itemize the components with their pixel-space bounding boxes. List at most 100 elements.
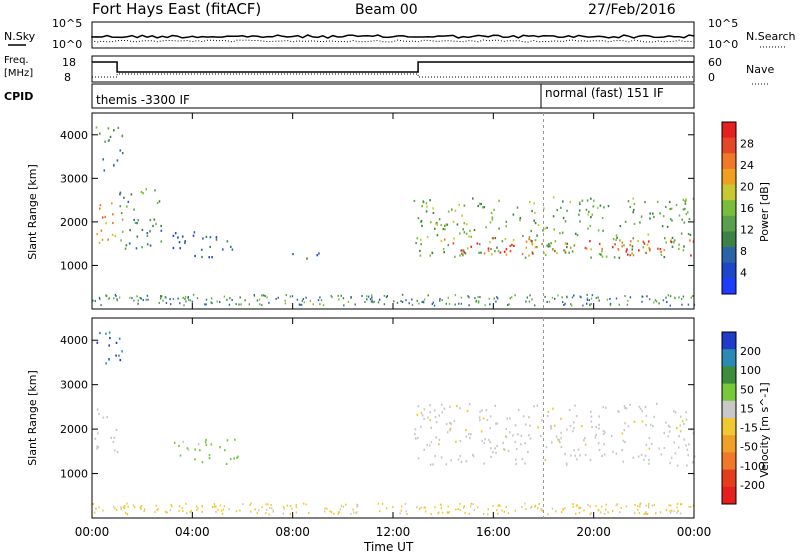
colorbar-segment (722, 262, 736, 279)
data-cell (640, 215, 643, 218)
data-cell (182, 440, 185, 443)
data-cell (595, 505, 597, 508)
data-cell (125, 511, 127, 514)
data-cell (399, 512, 401, 515)
data-cell (416, 237, 419, 240)
data-cell (660, 250, 662, 254)
data-cell (611, 246, 614, 249)
data-cell (208, 454, 211, 457)
data-cell (226, 240, 229, 243)
data-cell (275, 297, 277, 300)
data-cell (98, 241, 101, 244)
data-cell (572, 505, 574, 508)
data-cell (586, 293, 588, 296)
data-cell (669, 511, 672, 514)
data-cell (639, 505, 641, 508)
data-cell (648, 506, 650, 509)
data-cell (423, 448, 425, 451)
data-cell (550, 242, 552, 245)
data-cell (445, 422, 448, 426)
data-cell (448, 511, 450, 514)
data-cell (423, 417, 425, 420)
data-cell (312, 303, 314, 306)
data-cell (639, 407, 642, 410)
data-cell (583, 439, 585, 442)
data-cell (237, 455, 239, 458)
data-cell (534, 304, 536, 307)
data-cell (170, 303, 172, 306)
data-cell (564, 220, 567, 223)
data-cell (268, 506, 271, 509)
data-cell (558, 441, 561, 444)
data-cell (493, 208, 495, 211)
data-cell (524, 256, 527, 259)
data-cell (209, 236, 212, 239)
data-cell (117, 126, 120, 129)
data-cell (436, 223, 438, 226)
data-cell (108, 344, 110, 347)
data-cell (573, 449, 575, 452)
data-cell (496, 444, 498, 448)
data-cell (494, 404, 496, 407)
colorbar-segment (722, 137, 736, 154)
data-cell (238, 303, 240, 306)
data-cell (669, 462, 671, 465)
data-cell (431, 251, 434, 255)
data-cell (298, 303, 301, 306)
data-cell (423, 506, 425, 509)
data-cell (113, 297, 115, 300)
data-cell (638, 405, 641, 408)
data-cell (563, 249, 565, 252)
data-cell (105, 295, 108, 298)
data-cell (647, 240, 650, 243)
data-cell (525, 246, 528, 249)
data-cell (671, 245, 674, 248)
cpid-panel: CPID themis -3300 IF normal (fast) 151 I… (4, 83, 695, 109)
data-cell (515, 458, 517, 461)
data-cell (179, 302, 181, 305)
data-cell (563, 304, 565, 306)
data-cell (496, 246, 498, 249)
data-cell (520, 434, 523, 437)
data-cell (514, 294, 516, 297)
noise-search-line (91, 39, 695, 43)
data-cell (339, 508, 342, 511)
data-cell (424, 298, 426, 301)
data-cell (496, 422, 499, 425)
data-cell (420, 238, 422, 241)
data-cell (97, 432, 99, 435)
data-cell (460, 296, 463, 299)
data-cell (222, 248, 224, 251)
data-cell (440, 223, 443, 227)
data-cell (373, 300, 376, 303)
data-cell (492, 237, 494, 240)
data-cell (441, 511, 444, 514)
data-cell (189, 511, 191, 513)
data-cell (182, 296, 184, 299)
data-cell (609, 297, 611, 300)
data-cell (462, 254, 464, 257)
data-cell (302, 502, 305, 505)
cpid-mode-1: themis -3300 IF (96, 93, 190, 107)
data-cell (590, 197, 592, 200)
data-cell (342, 297, 345, 300)
data-cell (104, 215, 106, 218)
data-cell (544, 227, 546, 230)
data-cell (417, 457, 420, 460)
power-colorbar-label: Power [dB] (758, 182, 771, 242)
data-cell (100, 229, 103, 232)
data-cell (121, 218, 124, 221)
data-cell (550, 427, 552, 430)
data-cell (470, 245, 473, 248)
data-cell (519, 219, 521, 222)
xtick-label: 04:00 (175, 525, 210, 539)
data-cell (124, 507, 126, 510)
data-cell (433, 409, 436, 412)
data-cell (454, 209, 457, 212)
data-cell (369, 298, 372, 301)
data-cell (146, 234, 149, 237)
data-cell (619, 239, 621, 242)
data-cell (153, 218, 156, 221)
data-cell (651, 504, 653, 507)
data-cell (455, 440, 457, 443)
